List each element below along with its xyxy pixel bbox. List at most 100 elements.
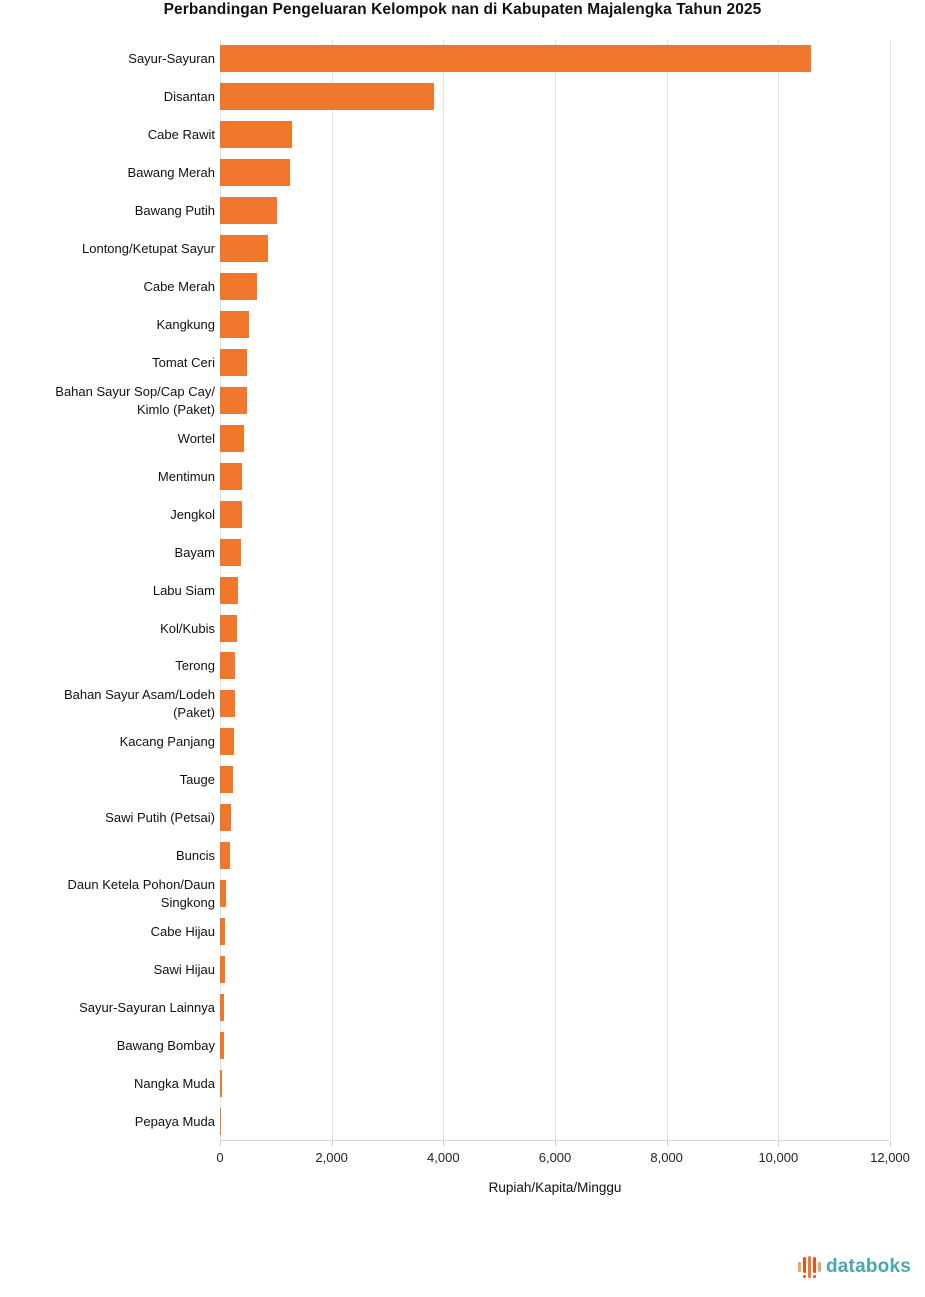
x-tick-label-8000: 8,000 bbox=[650, 1150, 683, 1165]
category-labels: Sayur-Sayuran Disantan Cabe Rawit Bawang Me… bbox=[0, 40, 215, 1141]
bar-26 bbox=[220, 993, 225, 1021]
bar-row bbox=[220, 1026, 890, 1064]
bar-row bbox=[220, 116, 890, 154]
brand-footer: databoks bbox=[797, 1254, 911, 1280]
category-label-12: Mentimun bbox=[157, 468, 215, 484]
bar-4 bbox=[220, 159, 290, 187]
bar-6 bbox=[220, 235, 269, 263]
bar-24 bbox=[220, 918, 226, 946]
pulse-bar bbox=[797, 1262, 801, 1272]
bar-row bbox=[220, 192, 890, 230]
bar-25 bbox=[220, 955, 225, 983]
bar-28 bbox=[220, 1069, 223, 1097]
bar-2 bbox=[220, 83, 435, 111]
category-label-2: Disantan bbox=[163, 88, 215, 104]
category-label-25: Sawi Hijau bbox=[153, 962, 215, 978]
bar-13 bbox=[220, 500, 242, 528]
bar-10 bbox=[220, 386, 247, 414]
bar-row bbox=[220, 837, 890, 875]
category-label-4: Bawang Merah bbox=[127, 164, 215, 180]
bar-row bbox=[220, 723, 890, 761]
bar-12 bbox=[220, 462, 243, 490]
bar-3 bbox=[220, 121, 292, 149]
bar-9 bbox=[220, 348, 248, 376]
bar-row bbox=[220, 230, 890, 268]
category-label-13: Jengkol bbox=[170, 506, 215, 522]
bar-row bbox=[220, 1064, 890, 1102]
bar-row bbox=[220, 457, 890, 495]
x-tick-mark-8000 bbox=[666, 1141, 668, 1146]
bar-rows bbox=[220, 40, 890, 1140]
bar-16 bbox=[220, 614, 238, 642]
x-axis-title: Rupiah/Kapita/Minggu bbox=[488, 1180, 622, 1195]
x-tick-label-12000: 12,000 bbox=[870, 1150, 910, 1165]
pulse-bar-column bbox=[807, 1256, 811, 1278]
bar-row bbox=[220, 799, 890, 837]
pulse-dot bbox=[812, 1274, 816, 1278]
gridline-2000 bbox=[331, 40, 333, 1140]
bar-7 bbox=[220, 273, 258, 301]
bar-17 bbox=[220, 652, 236, 680]
pulse-bar bbox=[812, 1256, 816, 1273]
bar-row bbox=[220, 951, 890, 989]
bar-19 bbox=[220, 728, 234, 756]
x-tick-label-0: 0 bbox=[216, 1150, 224, 1165]
pulse-bar bbox=[817, 1262, 821, 1272]
category-label-26: Sayur-Sayuran Lainnya bbox=[79, 1000, 215, 1016]
chart-title: Perbandingan Pengeluaran Kelompok nan di… bbox=[163, 1, 762, 18]
x-tick-mark-4000 bbox=[443, 1141, 445, 1146]
bar-row bbox=[220, 647, 890, 685]
bar-row bbox=[220, 988, 890, 1026]
plot-area bbox=[220, 40, 891, 1141]
x-tick-mark-12000 bbox=[890, 1141, 891, 1146]
bar-row bbox=[220, 913, 890, 951]
gridline-4000 bbox=[443, 40, 445, 1140]
bar-row bbox=[220, 78, 890, 116]
bar-row bbox=[220, 344, 890, 382]
pulse-bar bbox=[802, 1256, 806, 1273]
pulse-bar-column bbox=[797, 1262, 801, 1272]
category-label-5: Bawang Putih bbox=[134, 202, 215, 218]
pulse-bar-column bbox=[817, 1262, 821, 1272]
bar-row bbox=[220, 533, 890, 571]
category-label-14: Bayam bbox=[174, 544, 215, 560]
category-label-6: Lontong/Ketupat Sayur bbox=[82, 240, 215, 256]
bar-row bbox=[220, 268, 890, 306]
bar-18 bbox=[220, 690, 235, 718]
x-tick-mark-10000 bbox=[778, 1141, 780, 1146]
bar-row bbox=[220, 685, 890, 723]
bar-8 bbox=[220, 311, 250, 339]
bar-1 bbox=[220, 45, 811, 73]
bar-row bbox=[220, 495, 890, 533]
bar-row bbox=[220, 761, 890, 799]
category-label-29: Pepaya Muda bbox=[134, 1114, 215, 1130]
category-label-18: Bahan Sayur Asam/Lodeh (Paket) bbox=[63, 687, 215, 721]
pulse-bar-column bbox=[802, 1256, 806, 1278]
category-label-28: Nangka Muda bbox=[134, 1076, 215, 1092]
category-label-23: Daun Ketela Pohon/Daun Singkong bbox=[67, 877, 215, 911]
pulse-bar-column bbox=[812, 1256, 816, 1278]
x-axis: 0 2,000 4,000 6,000 8,000 10,000 12,000 bbox=[216, 1141, 910, 1181]
bar-22 bbox=[220, 842, 230, 870]
category-label-15: Labu Siam bbox=[152, 582, 215, 598]
x-tick-mark-6000 bbox=[555, 1141, 556, 1146]
category-label-7: Cabe Merah bbox=[143, 278, 215, 294]
category-label-20: Tauge bbox=[179, 772, 215, 788]
x-tick-label-6000: 6,000 bbox=[538, 1150, 572, 1165]
bar-21 bbox=[220, 804, 231, 832]
bar-14 bbox=[220, 538, 241, 566]
bar-row bbox=[220, 609, 890, 647]
bar-5 bbox=[220, 197, 277, 225]
brand-name: databoks bbox=[825, 1256, 911, 1277]
bar-15 bbox=[220, 576, 238, 604]
category-label-27: Bawang Bombay bbox=[116, 1038, 215, 1054]
bar-row bbox=[220, 381, 890, 419]
bar-row bbox=[220, 875, 890, 913]
gridline-8000 bbox=[666, 40, 668, 1140]
bar-23 bbox=[220, 880, 226, 908]
bar-row bbox=[220, 571, 890, 609]
bar-row bbox=[220, 1102, 890, 1140]
x-tick-label-4000: 4,000 bbox=[427, 1150, 460, 1165]
category-label-21: Sawi Putih (Petsai) bbox=[105, 810, 215, 826]
